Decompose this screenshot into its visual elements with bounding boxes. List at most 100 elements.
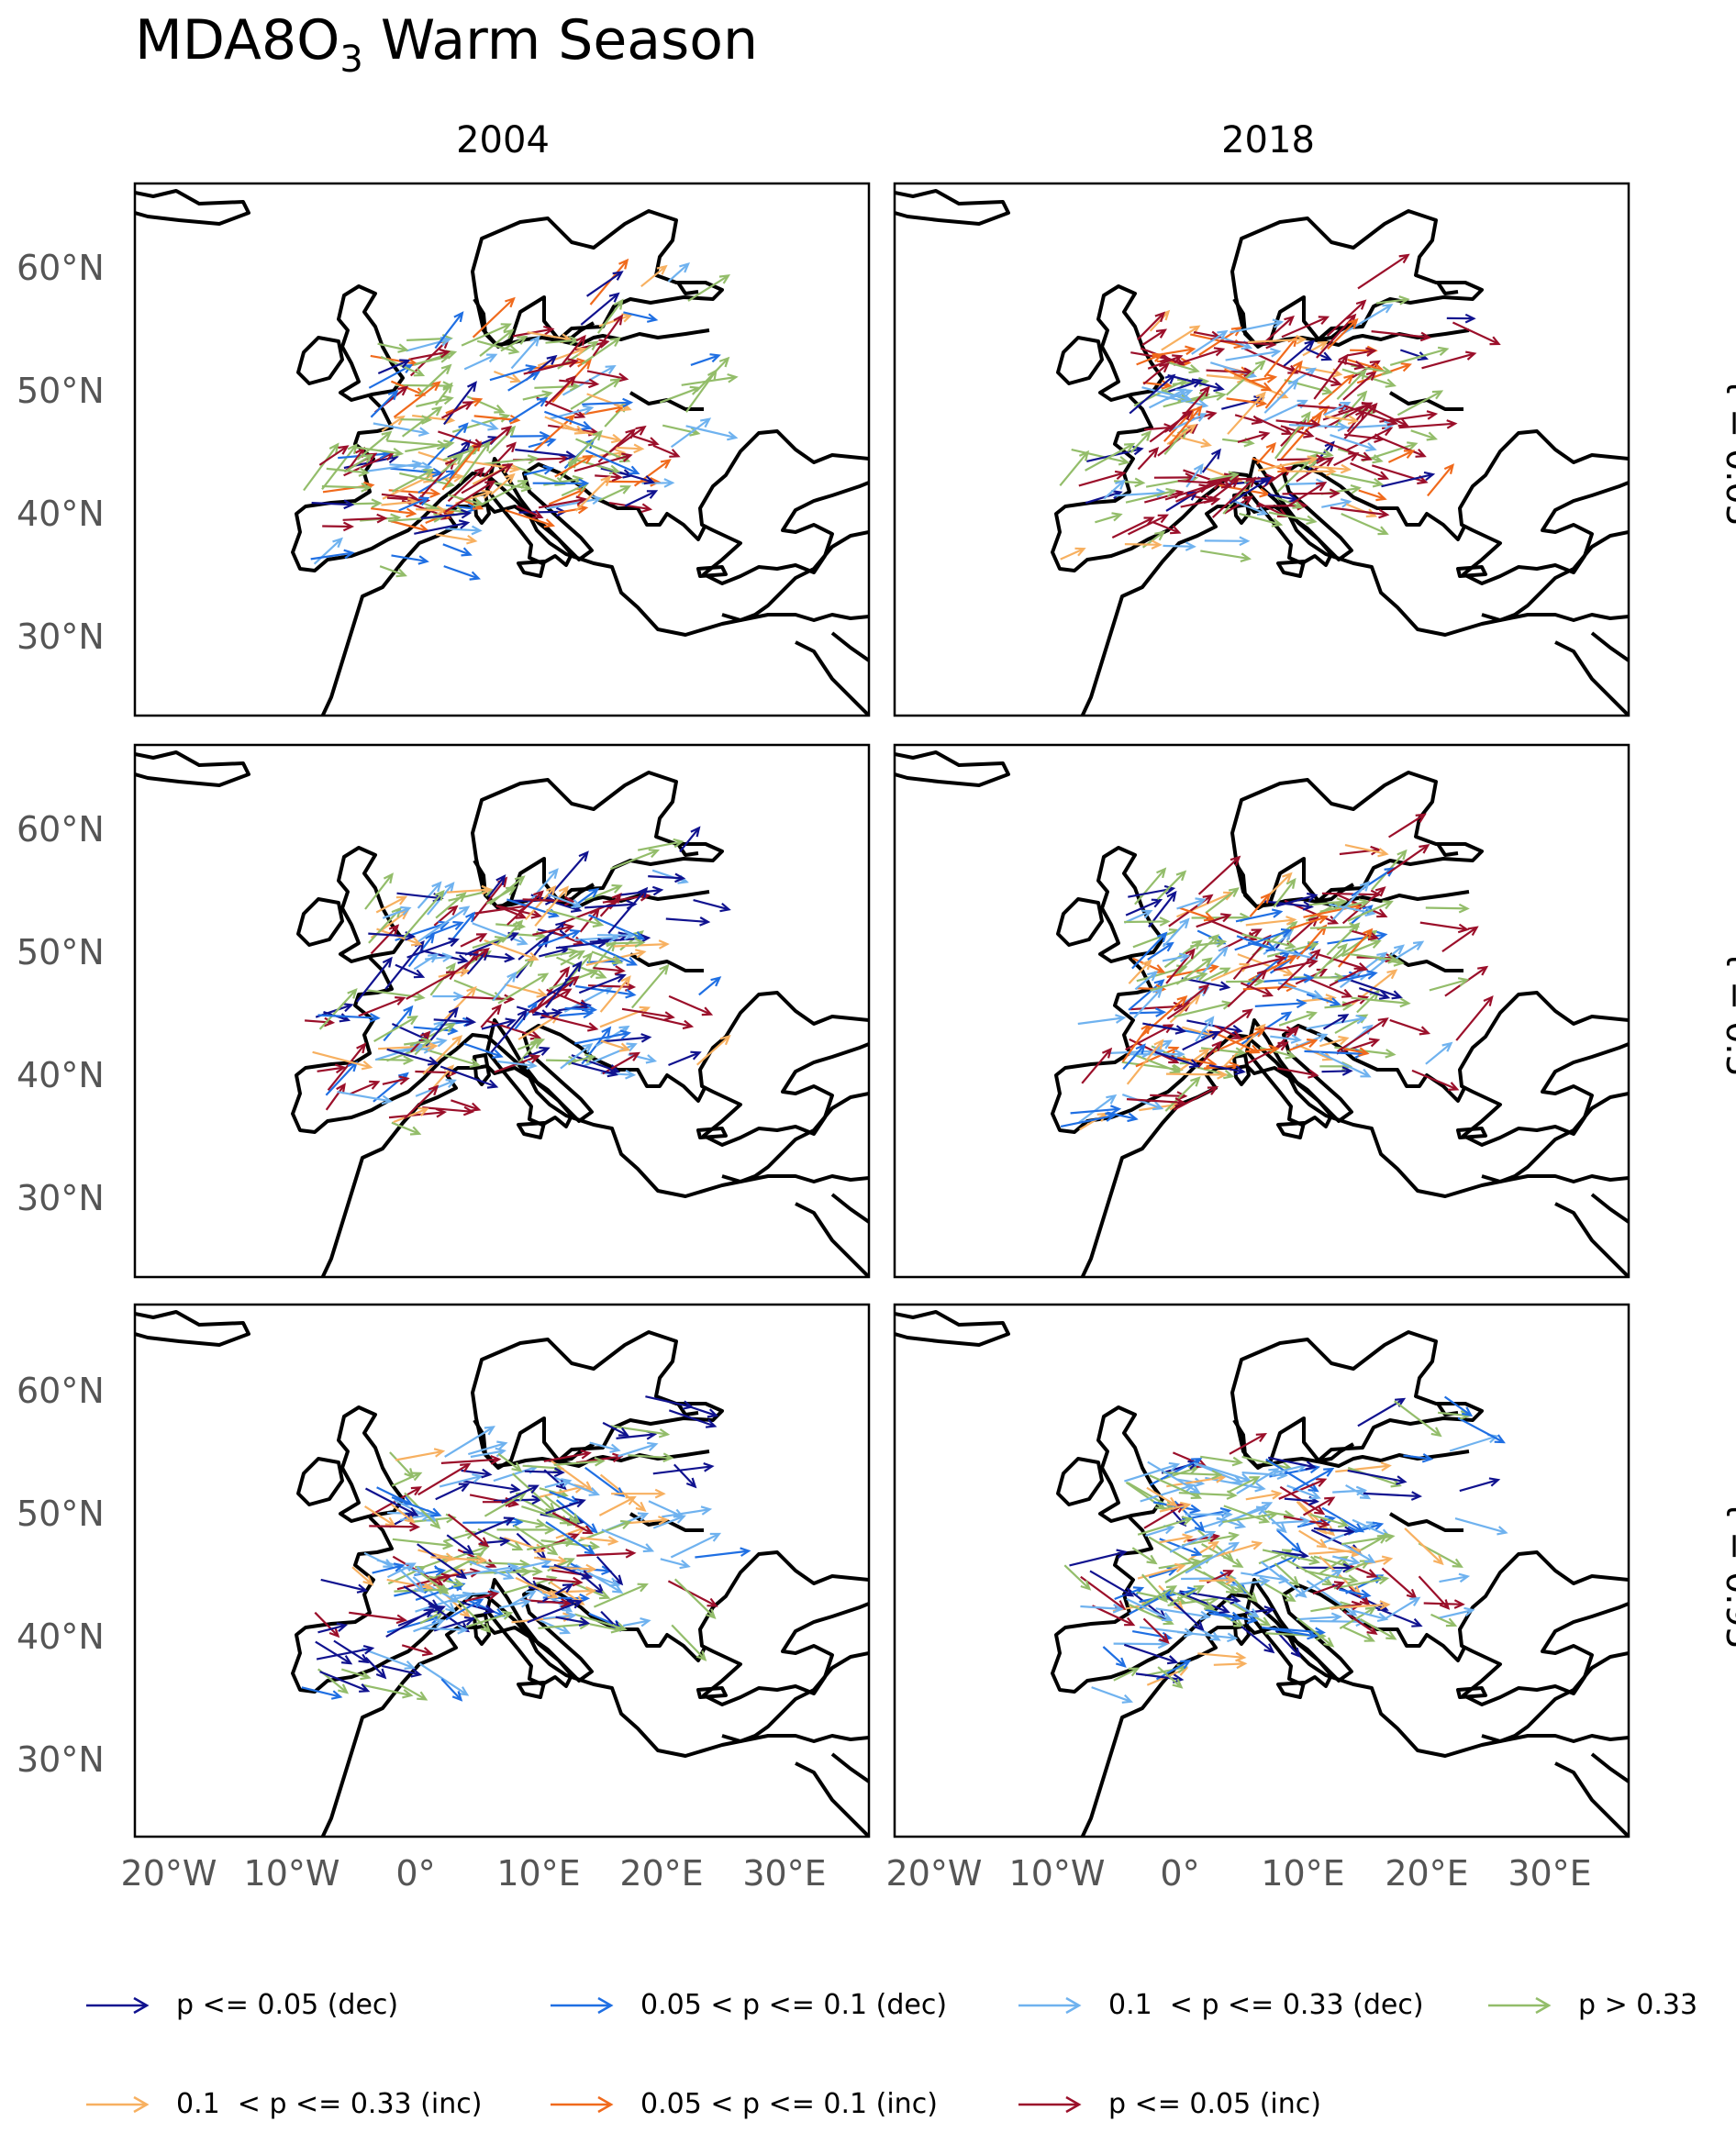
- trend-arrow-head: [640, 1033, 652, 1043]
- trend-arrow: [547, 1558, 574, 1572]
- trend-arrow-head: [1259, 1576, 1271, 1587]
- trend-arrow: [474, 480, 528, 509]
- trend-arrow-head: [471, 440, 482, 452]
- trend-arrow-head: [620, 975, 631, 987]
- trend-arrow-head: [1311, 990, 1324, 1000]
- trend-arrow-head: [1285, 916, 1297, 926]
- trend-arrow: [506, 891, 543, 926]
- trend-arrow-head: [398, 1075, 410, 1085]
- trend-arrow-head: [1308, 1483, 1319, 1493]
- trend-arrow-head: [594, 1456, 606, 1467]
- trend-arrow: [679, 827, 700, 852]
- trend-arrow-head: [1353, 360, 1366, 371]
- trend-arrow: [404, 1492, 440, 1528]
- trend-arrow: [355, 958, 393, 1003]
- trend-arrow-head: [1331, 1569, 1343, 1579]
- trend-arrow: [609, 849, 659, 871]
- trend-arrow-head: [417, 1691, 428, 1701]
- trend-arrow-head: [1226, 1490, 1238, 1500]
- trend-arrow-head: [467, 381, 477, 393]
- trend-arrow: [470, 1450, 505, 1459]
- trend-arrow: [1330, 434, 1375, 450]
- trend-arrow: [311, 502, 352, 506]
- trend-arrow-head: [1315, 481, 1328, 492]
- trend-arrow: [1229, 477, 1271, 505]
- trend-arrow: [1151, 393, 1207, 407]
- trend-arrow-head: [606, 1067, 619, 1078]
- trend-arrow: [515, 1576, 558, 1599]
- trend-arrow-head: [637, 1583, 649, 1593]
- trend-arrow: [1286, 1484, 1319, 1499]
- trend-arrow: [434, 312, 463, 350]
- trend-arrow: [1162, 955, 1189, 962]
- trend-arrow-head: [343, 499, 355, 510]
- trend-arrow: [693, 899, 729, 911]
- trend-arrow: [533, 415, 574, 452]
- trend-arrow: [532, 1011, 561, 1016]
- trend-arrow: [1358, 987, 1389, 999]
- trend-arrow: [412, 414, 453, 422]
- trend-arrow-head: [1268, 1044, 1280, 1055]
- trend-arrow-head: [1316, 1523, 1328, 1535]
- trend-arrow: [631, 434, 658, 445]
- trend-arrow: [343, 454, 373, 473]
- trend-arrow-head: [516, 1492, 528, 1502]
- trend-arrow-head: [417, 427, 430, 437]
- trend-arrow: [1208, 478, 1239, 502]
- trend-arrow: [1141, 328, 1166, 347]
- trend-arrow: [1080, 1575, 1125, 1610]
- trend-arrow: [1200, 550, 1250, 561]
- trend-arrow-head: [1194, 1521, 1206, 1533]
- trend-arrow-head: [402, 1689, 414, 1699]
- trend-arrow-head: [1153, 979, 1165, 990]
- trend-arrow-head: [611, 472, 623, 483]
- trend-arrow: [1330, 506, 1388, 517]
- trend-arrow: [1125, 489, 1175, 504]
- trend-arrow-head: [528, 1484, 540, 1494]
- trend-arrow-head: [1285, 955, 1297, 965]
- trend-arrow: [1288, 1039, 1317, 1051]
- trend-arrow-head: [619, 1519, 632, 1529]
- trend-arrow: [313, 538, 342, 565]
- trend-arrow-head: [635, 949, 647, 959]
- trend-arrow: [527, 1539, 574, 1551]
- trend-arrow: [1144, 491, 1183, 504]
- trend-arrow-head: [1181, 1516, 1194, 1526]
- trend-arrow-head: [338, 1683, 350, 1694]
- trend-arrow: [384, 941, 425, 990]
- trend-arrow-head: [1271, 517, 1284, 528]
- trend-arrow-head: [618, 1042, 631, 1052]
- trend-arrow: [1278, 1478, 1326, 1500]
- trend-arrow: [1181, 348, 1224, 364]
- trend-arrow: [1333, 1577, 1387, 1590]
- trend-arrow-head: [568, 975, 580, 986]
- trend-arrow-head: [376, 513, 388, 524]
- trend-arrow-head: [464, 1016, 477, 1027]
- trend-arrow: [565, 1055, 595, 1064]
- trend-arrow: [532, 1577, 582, 1583]
- trend-arrow-head: [538, 972, 550, 983]
- trend-arrow: [667, 262, 689, 283]
- trend-arrow: [1140, 1483, 1194, 1503]
- trend-arrow: [667, 1580, 718, 1607]
- trend-arrow: [320, 1578, 366, 1592]
- trend-arrow-head: [1200, 438, 1212, 449]
- trend-arrow: [1180, 1592, 1229, 1614]
- trend-arrow-head: [457, 954, 469, 964]
- trend-arrow-head: [428, 1084, 440, 1096]
- trend-arrow: [472, 297, 515, 339]
- trend-arrow-head: [332, 537, 343, 549]
- column-title-2004: 2004: [456, 119, 550, 161]
- trend-arrow-head: [1341, 1001, 1353, 1011]
- trend-arrow: [1144, 1666, 1186, 1677]
- trend-arrow: [1309, 1619, 1364, 1623]
- trend-arrow: [1275, 894, 1317, 907]
- trend-arrow-head: [1230, 855, 1241, 866]
- trend-arrow-head: [342, 1003, 354, 1013]
- trend-arrow-head: [392, 447, 405, 458]
- trend-arrow: [342, 517, 385, 521]
- trend-arrow: [1078, 472, 1125, 487]
- trend-arrow-head: [443, 439, 455, 450]
- trend-arrow-head: [485, 1559, 497, 1568]
- trend-arrow: [1275, 496, 1302, 508]
